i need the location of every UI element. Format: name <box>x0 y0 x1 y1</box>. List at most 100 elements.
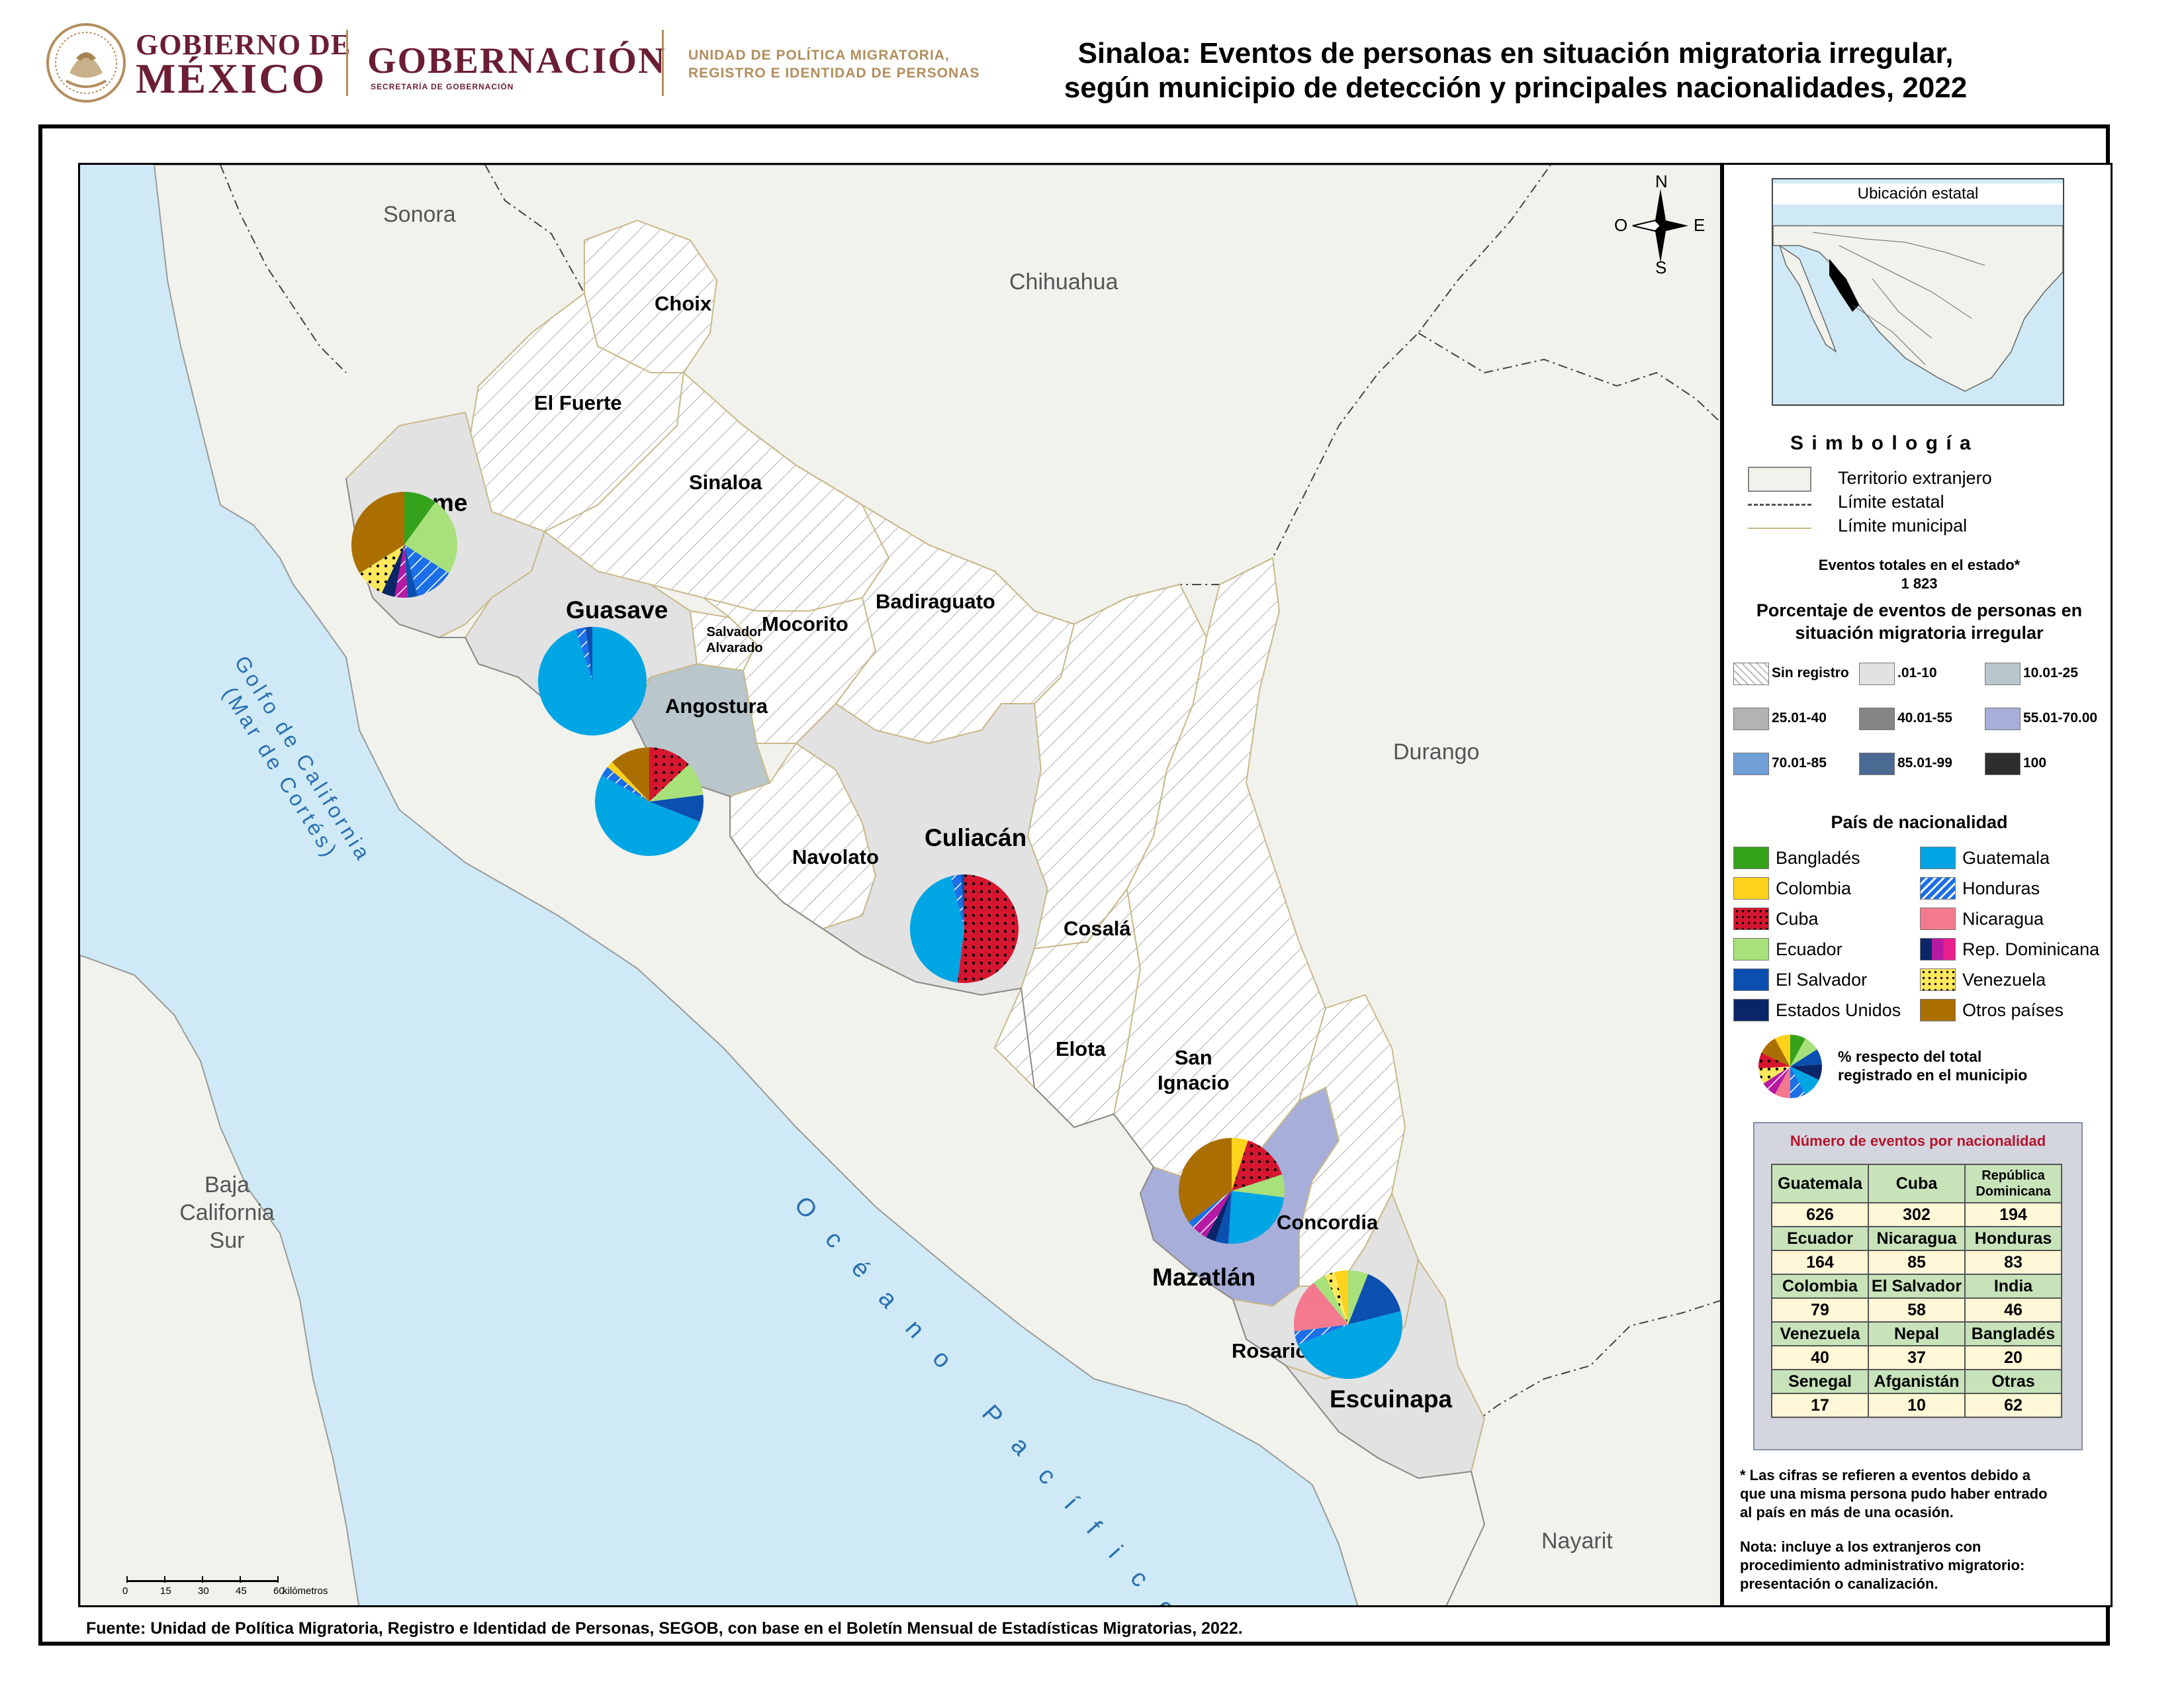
scale-tick <box>277 1576 279 1583</box>
table-row: 40 37 20 <box>1771 1345 2062 1370</box>
title-line1: Sinaloa: Eventos de personas en situació… <box>1077 37 1954 70</box>
pie-guasave-slice-pattern-honduras <box>575 627 592 681</box>
scale-bar: 0 15 30 45 60 kilómetros <box>120 1571 358 1604</box>
table-cell-value: 83 <box>1964 1250 2062 1275</box>
table-cell-country: Cuba <box>1868 1164 1966 1203</box>
compass-e: E <box>1694 215 1706 235</box>
label-salvador-alvarado: Salvador Alvarado <box>706 624 763 656</box>
scale-ticks: 0 15 30 45 60 <box>120 1571 358 1604</box>
country-swatch-ecuador <box>1733 938 1769 961</box>
country-label-colombia: Colombia <box>1776 878 1852 898</box>
note1-line1: * Las cifras se refieren a eventos debid… <box>1740 1467 2030 1483</box>
class-label: 100 <box>2023 755 2047 771</box>
legend-pie-slice-pattern-honduras <box>1790 1066 1806 1098</box>
label-guasave: Guasave <box>566 596 668 624</box>
class-swatch <box>1733 663 1769 685</box>
state-border-sonora <box>220 165 347 373</box>
pie-ahome-slice-otros-paises <box>351 492 404 573</box>
label-bcs: Baja California Sur <box>161 1171 293 1254</box>
pie-mazatlan-slice-ecuador <box>1232 1174 1285 1198</box>
legend-pie-slice-estados-unidos <box>1790 1064 1822 1080</box>
pie-mazatlan-slice-estados-unidos <box>1206 1191 1232 1242</box>
unidad-line2: REGISTRO E IDENTIDAD DE PERSONAS <box>688 66 980 81</box>
pie-escuinapa-slice-pattern-honduras <box>1294 1325 1348 1345</box>
secretaria-text: SECRETARÍA DE GOBERNACIÓN <box>371 82 514 91</box>
country-swatch-guatemala <box>1920 847 1956 869</box>
note2-line2: procedimiento administrativo migratorio: <box>1740 1557 2025 1573</box>
scale-tick-label: 60 <box>273 1585 285 1597</box>
pie-note-line2: registrado en el municipio <box>1838 1066 2028 1084</box>
table-cell-value: 46 <box>1964 1297 2062 1323</box>
limite-estatal-line <box>1748 504 1811 506</box>
pie-escuinapa-slice-el-salvador <box>1348 1274 1401 1325</box>
porcentaje-line1: Porcentaje de eventos de personas en <box>1756 600 2083 620</box>
class-swatch <box>1985 663 2021 685</box>
coat-of-arms-icon <box>46 23 126 103</box>
country-swatch-el-salvador <box>1733 968 1769 991</box>
inset-title: Ubicación estatal <box>1773 183 2063 205</box>
label-sinaloa: Sinaloa <box>689 471 762 494</box>
limite-estatal-label: Límite estatal <box>1838 492 1944 512</box>
country-label-banglades: Bangladés <box>1776 848 1860 868</box>
table-cell-value: 40 <box>1771 1345 1869 1370</box>
table-row: Colombia El Salvador India <box>1771 1274 2062 1299</box>
pais-title: País de nacionalidad <box>1831 812 2008 832</box>
simbologia-title: S i m b o l o g í a <box>1790 432 1972 454</box>
country-label-el-salvador: El Salvador <box>1776 970 1868 990</box>
note1-line2: que una misma persona pudo haber entrado <box>1740 1485 2048 1502</box>
table-cell-value: 626 <box>1771 1202 1869 1227</box>
label-mazatlan: Mazatlán <box>1152 1264 1256 1291</box>
pie-mazatlan-slice-pattern-cuba <box>1232 1140 1283 1191</box>
label-culiacan: Culiacán <box>925 824 1027 851</box>
class-swatch <box>1859 753 1895 775</box>
country-swatch-otros-paises <box>1920 999 1956 1021</box>
label-salvador-alvarado-2: Alvarado <box>706 641 763 655</box>
label-san-ignacio: San Ignacio <box>1158 1045 1230 1096</box>
pie-mazatlan-slice-el-salvador <box>1215 1191 1232 1244</box>
pie-mazatlan-slice-otros-paises <box>1179 1138 1232 1223</box>
pie-mazatlan-slice-pattern-rep-dominicana <box>1193 1191 1232 1238</box>
legend-pie-slice-banglades <box>1790 1035 1806 1066</box>
header: GOBIERNO DE MÉXICO GOBERNACIÓN SECRETARÍ… <box>0 0 2184 119</box>
scale-tick <box>202 1576 203 1583</box>
title-line2: según municipio de detección y principal… <box>1064 71 1968 104</box>
pie-angostura-slice-otros-paises <box>612 747 649 802</box>
footer-source: Fuente: Unidad de Política Migratoria, R… <box>86 1619 1243 1638</box>
country-label-guatemala: Guatemala <box>1962 848 2050 868</box>
pie-escuinapa-slice-ecuador <box>1348 1270 1369 1325</box>
class-label: Sin registro <box>1772 665 1849 680</box>
legend-pie-slice-otros-paises <box>1761 1038 1790 1066</box>
class-swatch <box>1733 708 1769 730</box>
compass-rose: N S O E <box>1614 171 1707 277</box>
note2-line1: Nota: incluye a los extranjeros con <box>1740 1538 1981 1555</box>
country-label-venezuela: Venezuela <box>1962 970 2046 990</box>
class-label: .01-10 <box>1897 665 1937 680</box>
label-nayarit: Nayarit <box>1541 1528 1613 1554</box>
legend-pie-slice-pattern-cuba <box>1758 1053 1790 1069</box>
limite-municipal-label: Límite municipal <box>1838 516 1968 536</box>
pie-angostura-slice-pattern-cuba <box>649 747 689 802</box>
country-label-nicaragua: Nicaragua <box>1962 909 2044 929</box>
table-cell-country: Nepal <box>1868 1321 1966 1346</box>
table-cell-value: 10 <box>1868 1393 1966 1418</box>
eventos-total: 1 823 <box>1901 575 1938 592</box>
table-row: Guatemala Cuba República Dominicana <box>1771 1164 2062 1203</box>
table-cell-country: Afganistán <box>1868 1369 1966 1394</box>
note2: Nota: incluye a los extranjeros con proc… <box>1740 1538 2025 1593</box>
label-bcs-line1: Baja <box>204 1172 250 1197</box>
label-cosala: Cosalá <box>1064 917 1131 940</box>
label-chihuahua: Chihuahua <box>1009 269 1118 295</box>
pie-mazatlan-slice-colombia <box>1232 1138 1248 1191</box>
pie-culiacan-slice-el-salvador <box>960 874 964 929</box>
label-rosario: Rosario <box>1232 1339 1308 1362</box>
label-navolato: Navolato <box>792 845 879 868</box>
table-cell-value: 17 <box>1771 1393 1869 1418</box>
country-swatch-cuba <box>1733 908 1769 930</box>
country-swatch-estados-unidos <box>1733 999 1769 1021</box>
class-label: 55.01-70.00 <box>2023 710 2098 726</box>
label-el-fuerte: El Fuerte <box>534 391 622 414</box>
class-label: 40.01-55 <box>1897 710 1952 726</box>
note1: * Las cifras se refieren a eventos debid… <box>1740 1466 2048 1522</box>
map-title: Sinaloa: Eventos de personas en situació… <box>1019 36 2012 105</box>
class-swatch <box>1859 663 1895 685</box>
